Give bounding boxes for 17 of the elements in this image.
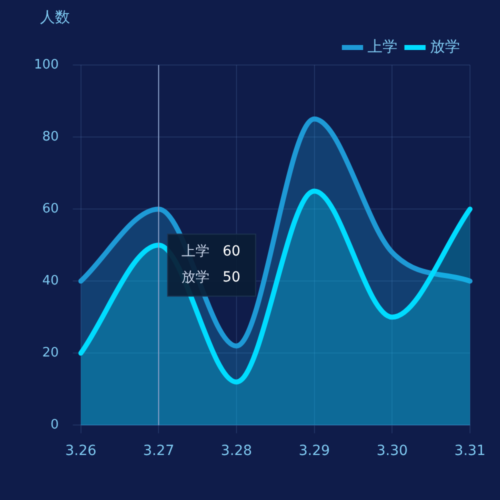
x-tick-label: 3.26	[65, 443, 96, 460]
legend-label: 上学	[368, 37, 398, 56]
y-tick-label: 60	[42, 201, 59, 216]
y-tick-label: 20	[42, 346, 59, 361]
x-tick-label: 3.31	[454, 443, 486, 460]
y-tick-label: 0	[50, 418, 59, 433]
y-axis-title: 人数	[40, 8, 70, 26]
x-tick-label: 3.29	[298, 443, 330, 460]
y-tick-label: 80	[42, 129, 59, 144]
x-tick-label: 3.30	[376, 443, 408, 460]
y-tick-label: 100	[34, 57, 59, 72]
annotation: 放学 50	[182, 270, 240, 286]
x-tick-label: 3.27	[143, 443, 174, 460]
legend-label: 放学	[430, 37, 460, 56]
x-tick-label: 3.28	[220, 443, 252, 460]
annotation: 上学 60	[182, 244, 240, 260]
y-tick-label: 40	[42, 273, 59, 288]
